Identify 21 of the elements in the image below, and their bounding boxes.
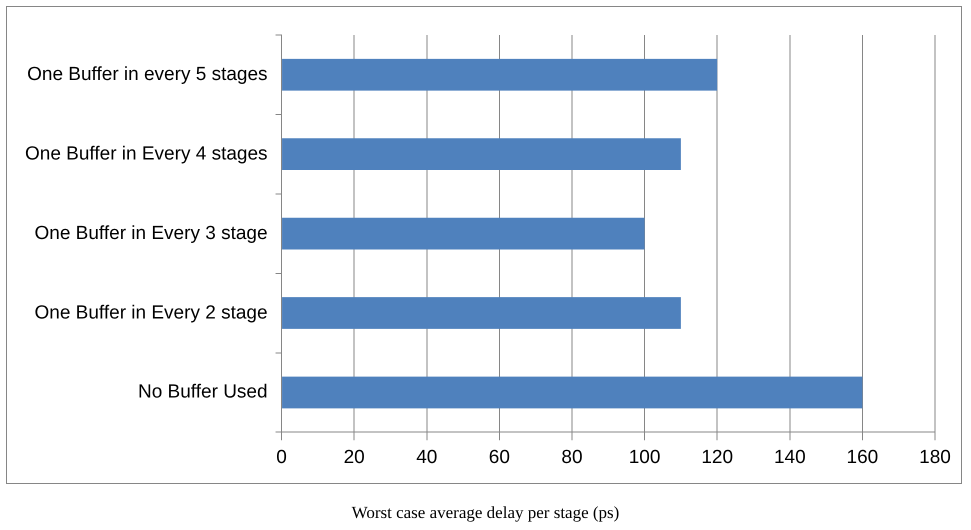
bar: [282, 138, 681, 170]
bar: [282, 58, 718, 91]
y-tick-label: One Buffer in Every 2 stage: [34, 302, 268, 324]
x-tick-label: 20: [344, 446, 365, 468]
x-axis-title: Worst case average delay per stage (ps): [350, 503, 620, 523]
x-tick-label: 180: [919, 446, 951, 468]
y-tick-label: One Buffer in Every 4 stages: [24, 143, 268, 164]
x-tick-label: 0: [276, 446, 287, 468]
y-tick-label: One Buffer in every 5 stages: [27, 64, 268, 85]
x-tick-label: 140: [774, 446, 806, 468]
bar: [282, 218, 645, 250]
bar: [282, 376, 862, 408]
x-tick-label: 80: [561, 446, 583, 468]
bar: [282, 297, 681, 329]
x-tick-label: 40: [416, 446, 438, 468]
y-tick-label: One Buffer in Every 3 stage: [34, 222, 268, 244]
y-tick-label: No Buffer Used: [138, 382, 268, 403]
x-tick-label: 120: [701, 446, 734, 468]
x-tick-label: 60: [488, 446, 510, 468]
x-tick-label: 160: [846, 446, 878, 468]
x-tick-label: 100: [628, 446, 660, 468]
